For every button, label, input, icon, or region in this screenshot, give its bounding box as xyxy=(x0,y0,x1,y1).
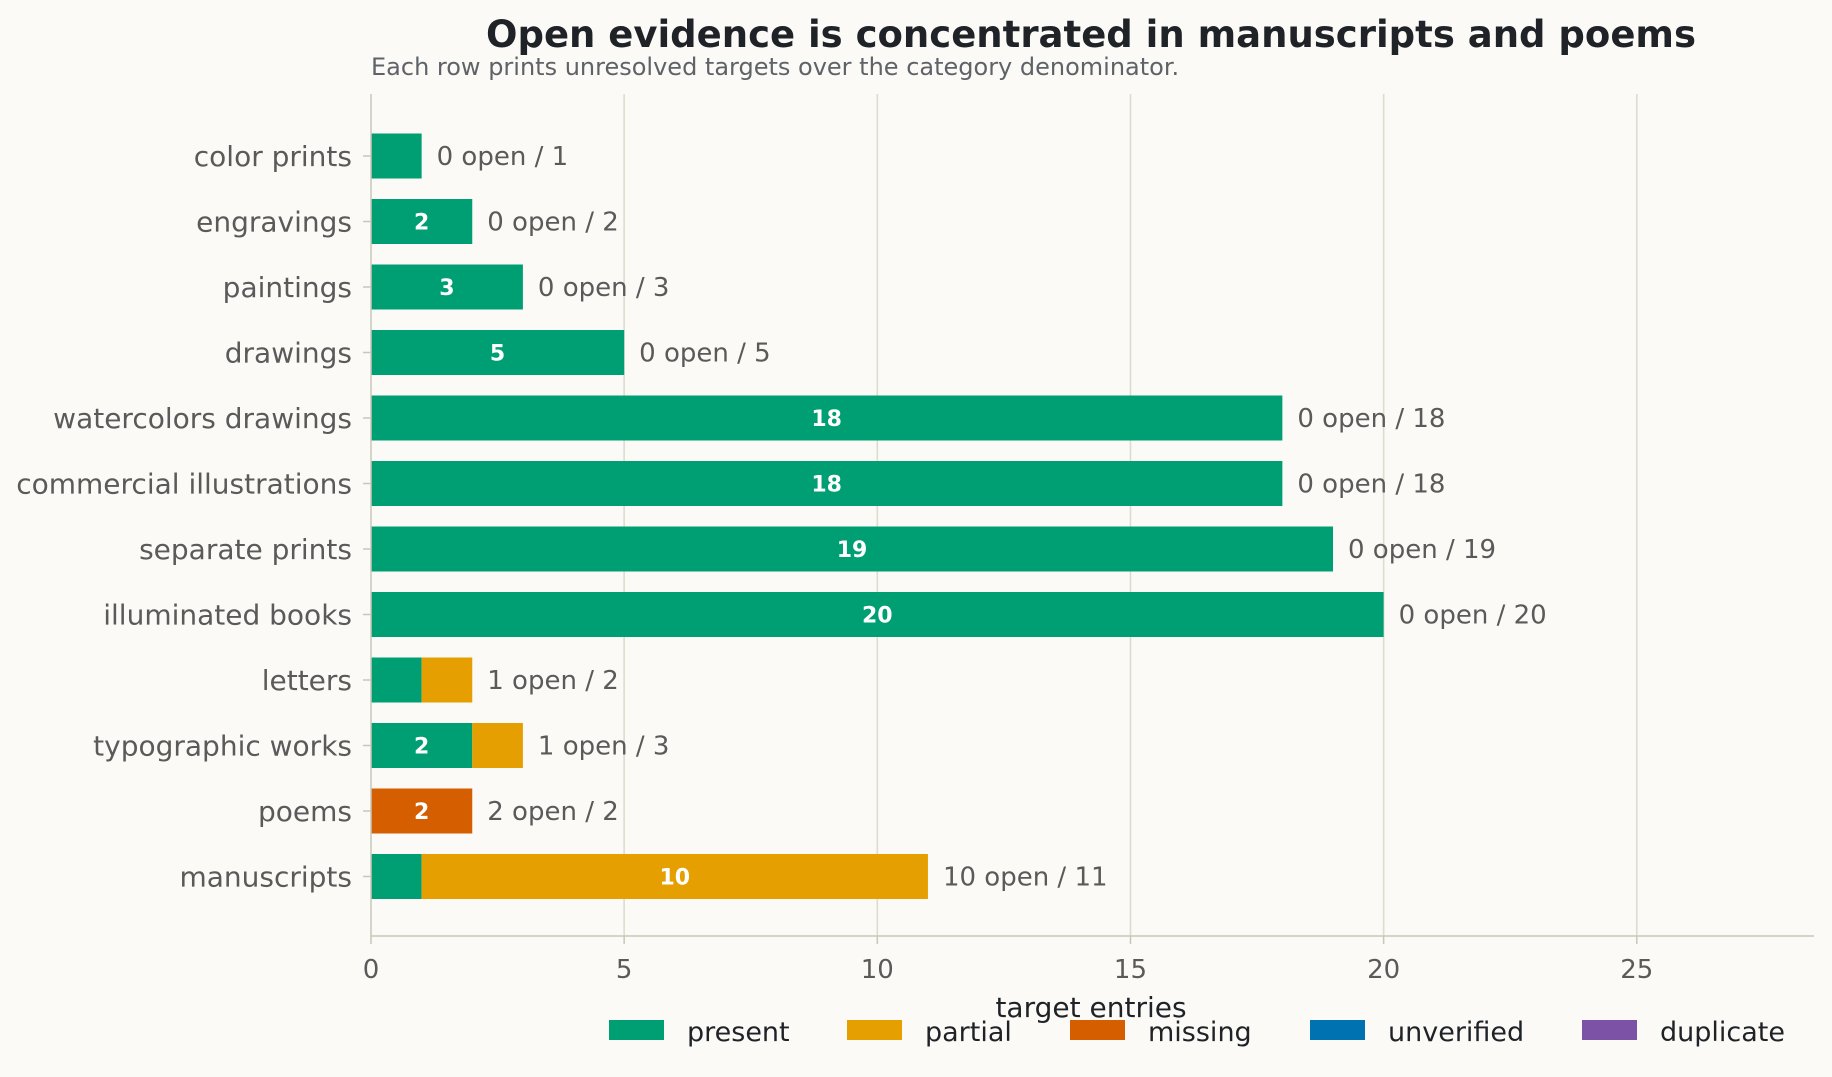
category-label: illuminated books xyxy=(103,599,352,632)
row-note-label: 0 open / 3 xyxy=(538,273,670,303)
bar-segment-present xyxy=(371,854,422,899)
legend-swatch-partial xyxy=(847,1020,902,1040)
bar-segment-partial xyxy=(421,657,473,703)
row-note-label: 0 open / 19 xyxy=(1348,535,1496,565)
row-note-label: 0 open / 18 xyxy=(1297,404,1445,434)
bar-segment-present xyxy=(371,395,1283,441)
bar-value-label: 2 xyxy=(414,211,429,236)
bar-segment-present xyxy=(371,723,473,768)
legend-label-present: present xyxy=(687,1017,790,1048)
row-note-label: 1 open / 3 xyxy=(538,732,670,762)
chart-title: Open evidence is concentrated in manuscr… xyxy=(486,13,1696,56)
bar-segment-present xyxy=(371,264,523,310)
x-tick-label: 15 xyxy=(1114,955,1147,985)
bar-value-label: 2 xyxy=(414,735,429,760)
bar-segment-partial xyxy=(421,854,928,899)
bar-segment-present xyxy=(371,330,625,375)
bar-segment-missing xyxy=(371,788,473,834)
row-note-label: 0 open / 2 xyxy=(487,208,619,238)
bar-segment-present xyxy=(371,592,1384,637)
bar-value-label: 18 xyxy=(811,407,842,432)
row-note-label: 0 open / 5 xyxy=(639,339,771,369)
row-note-label: 0 open / 1 xyxy=(437,142,569,172)
bar-value-label: 20 xyxy=(862,604,893,629)
category-label: color prints xyxy=(194,140,352,173)
bar-value-label: 5 xyxy=(490,342,505,367)
bar-value-label: 2 xyxy=(414,800,429,825)
category-label: commercial illustrations xyxy=(16,468,352,501)
x-axis-label: target entries xyxy=(995,991,1186,1024)
legend-label-partial: partial xyxy=(925,1017,1012,1048)
row-note-label: 2 open / 2 xyxy=(487,797,619,827)
bars: 0 open / 1 2 0 open / 2 3 0 open / 3 5 0 open … xyxy=(371,133,1547,899)
row-note-label: 1 open / 2 xyxy=(487,666,619,696)
row-note-label: 0 open / 20 xyxy=(1399,601,1547,631)
legend: present partial missing unverified duplicate xyxy=(609,1017,1785,1048)
category-label: drawings xyxy=(225,337,352,370)
x-tick-label: 20 xyxy=(1367,955,1400,985)
x-tick-label: 10 xyxy=(861,955,894,985)
bar-segment-partial xyxy=(472,723,523,768)
legend-label-unverified: unverified xyxy=(1388,1017,1524,1048)
x-tick-label: 5 xyxy=(616,955,633,985)
legend-swatch-unverified xyxy=(1310,1020,1365,1040)
category-label: letters xyxy=(262,664,352,697)
category-label: manuscripts xyxy=(179,861,352,894)
legend-swatch-duplicate xyxy=(1582,1020,1637,1040)
x-tick-label: 0 xyxy=(363,955,380,985)
category-label: watercolors drawings xyxy=(53,402,352,435)
bar-segment-present xyxy=(371,133,422,179)
category-label: engravings xyxy=(196,206,352,239)
bar-segment-present xyxy=(371,199,473,244)
bar-segment-present xyxy=(371,461,1283,506)
legend-swatch-present xyxy=(609,1020,664,1040)
bar-segment-present xyxy=(371,526,1333,572)
legend-label-missing: missing xyxy=(1148,1017,1252,1048)
bar-value-label: 3 xyxy=(439,276,454,301)
legend-swatch-missing xyxy=(1070,1020,1125,1040)
category-label: poems xyxy=(258,795,352,828)
x-tick-label: 25 xyxy=(1620,955,1653,985)
row-note-label: 0 open / 18 xyxy=(1297,470,1445,500)
legend-label-duplicate: duplicate xyxy=(1660,1017,1785,1048)
bar-value-label: 19 xyxy=(837,538,868,563)
category-label: separate prints xyxy=(139,533,352,566)
bar-value-label: 18 xyxy=(811,473,842,498)
bar-value-label: 10 xyxy=(659,866,690,891)
chart-subtitle: Each row prints unresolved targets over … xyxy=(371,53,1179,81)
category-label: typographic works xyxy=(93,730,352,763)
bar-segment-present xyxy=(371,657,422,703)
row-note-label: 10 open / 11 xyxy=(943,863,1108,893)
gridlines xyxy=(623,94,1638,936)
category-label: paintings xyxy=(223,271,352,304)
